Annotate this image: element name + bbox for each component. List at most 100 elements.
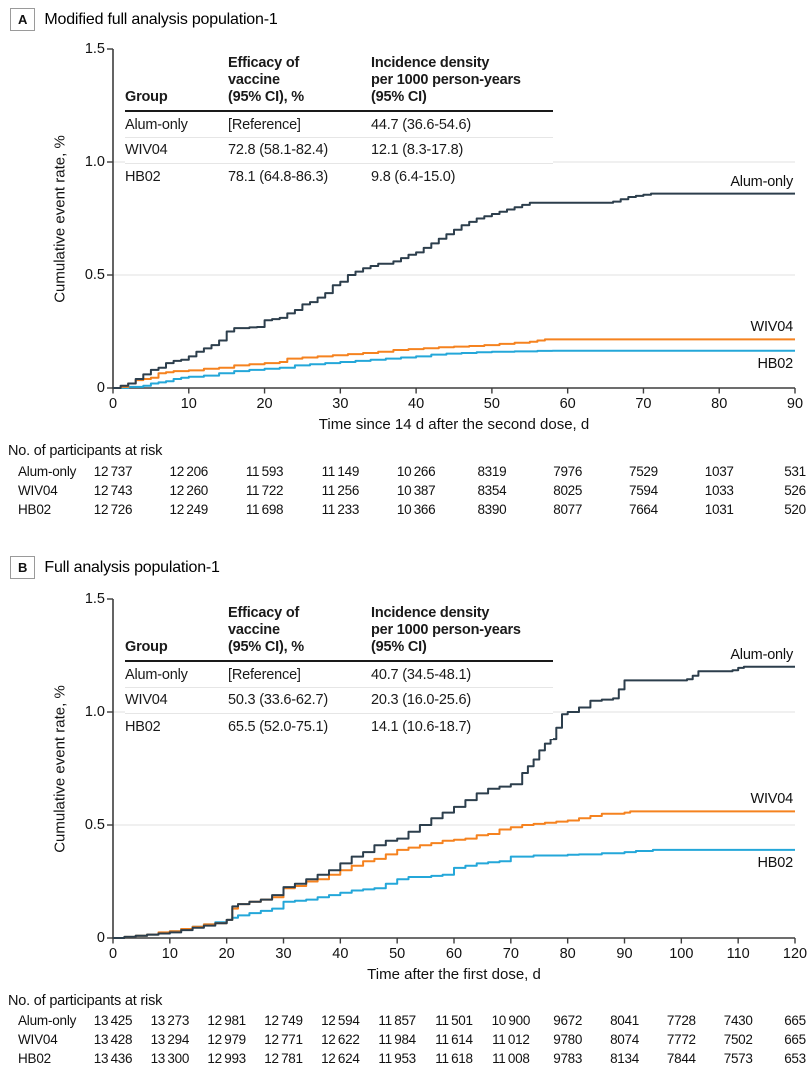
y-tick-label: 1.0 <box>84 154 105 170</box>
at-risk-value: 12 979 <box>207 1032 246 1047</box>
at-risk-value: 7430 <box>723 1013 753 1028</box>
at-risk-value: 13 300 <box>150 1051 190 1066</box>
at-risk-value: 8077 <box>553 502 583 517</box>
efficacy-table-cell: 72.8 (58.1-82.4) <box>228 136 371 164</box>
at-risk-value: 12 781 <box>264 1051 303 1066</box>
y-tick-label: 0 <box>96 380 105 396</box>
at-risk-group-label: WIV04 <box>18 1032 58 1047</box>
at-risk-value: 7976 <box>553 464 583 479</box>
efficacy-table-cell: 20.3 (16.0-25.6) <box>371 686 553 714</box>
at-risk-value: 7502 <box>723 1032 753 1047</box>
x-tick-label: 20 <box>218 946 235 962</box>
at-risk-value: 11 149 <box>321 464 360 479</box>
at-risk-value: 13 425 <box>93 1013 133 1028</box>
at-risk-value: 12 993 <box>207 1051 246 1066</box>
efficacy-table-row: Alum-only [Reference] 40.7 (34.5-48.1) <box>125 661 553 687</box>
at-risk-value: 13 436 <box>93 1051 133 1066</box>
at-risk-value: 11 698 <box>245 502 284 517</box>
at-risk-value: 7529 <box>629 464 658 479</box>
at-risk-value: 11 953 <box>378 1051 416 1066</box>
efficacy-table-cell: 12.1 (8.3-17.8) <box>371 136 553 164</box>
at-risk-value: 1031 <box>704 502 734 517</box>
at-risk-value: 8390 <box>477 502 507 517</box>
at-risk-value: 11 008 <box>492 1051 530 1066</box>
x-tick-label: 100 <box>669 946 694 962</box>
panel-a-header: A Modified full analysis population-1 <box>10 8 278 31</box>
y-tick-label: 0.5 <box>84 267 105 283</box>
efficacy-table-cell: 14.1 (10.6-18.7) <box>371 712 553 740</box>
at-risk-value: 8025 <box>553 483 583 498</box>
at-risk-value: 12 737 <box>93 464 133 479</box>
curve-alum-only <box>113 665 795 939</box>
at-risk-value: 13 294 <box>150 1032 190 1047</box>
at-risk-value: 11 618 <box>435 1051 473 1066</box>
curve-label-hb02: HB02 <box>757 854 794 871</box>
efficacy-table-header-cell: Efficacy of vaccine (95% CI), % <box>228 55 371 113</box>
efficacy-table-header-cell: Incidence density per 1000 person-years … <box>371 55 553 113</box>
at-risk-value: 8134 <box>610 1051 639 1066</box>
at-risk-value: 12 726 <box>93 502 133 517</box>
curve-label-alum-only: Alum-only <box>730 646 793 663</box>
curve-hb02 <box>113 349 795 389</box>
at-risk-value: 531 <box>784 464 806 479</box>
at-risk-value: 12 594 <box>321 1013 360 1028</box>
at-risk-value: 9672 <box>553 1013 583 1028</box>
at-risk-value: 10 366 <box>396 502 436 517</box>
at-risk-value: 11 501 <box>435 1013 473 1028</box>
at-risk-value: 11 984 <box>378 1032 416 1047</box>
at-risk-value: 7664 <box>629 502 658 517</box>
at-risk-value: 7573 <box>723 1051 753 1066</box>
panel-a-letter: A <box>10 8 36 31</box>
at-risk-group-label: Alum-only <box>18 1013 77 1028</box>
efficacy-table-cell: 9.8 (6.4-15.0) <box>371 162 553 190</box>
efficacy-table-header-cell: Incidence density per 1000 person-years … <box>371 605 553 663</box>
at-risk-value: 12 624 <box>321 1051 360 1066</box>
at-risk-value: 12 622 <box>321 1032 360 1047</box>
efficacy-table-cell: Alum-only <box>125 116 188 133</box>
panel-b-letter: B <box>10 556 36 579</box>
x-tick-label: 90 <box>616 946 633 962</box>
efficacy-table-cell: 40.7 (34.5-48.1) <box>371 666 471 683</box>
x-tick-label: 40 <box>332 946 349 962</box>
at-risk-value: 1033 <box>704 483 734 498</box>
at-risk-value: 8074 <box>610 1032 639 1047</box>
at-risk-value: 520 <box>784 502 806 517</box>
x-tick-label: 20 <box>256 396 273 412</box>
at-risk-value: 9783 <box>553 1051 583 1066</box>
x-tick-label: 10 <box>161 946 178 962</box>
y-tick-label: 1.5 <box>84 41 105 57</box>
at-risk-value: 7594 <box>629 483 658 498</box>
x-tick-label: 80 <box>711 396 728 412</box>
x-tick-label: 70 <box>635 396 652 412</box>
at-risk-value: 10 266 <box>396 464 436 479</box>
efficacy-table-cell: [Reference] <box>228 116 301 133</box>
x-tick-label: 30 <box>332 396 349 412</box>
at-risk-value: 10 900 <box>491 1013 531 1028</box>
efficacy-table-cell: 65.5 (52.0-75.1) <box>228 712 371 740</box>
panel-b-header: B Full analysis population-1 <box>10 556 220 579</box>
efficacy-table-cell: 50.3 (33.6-62.7) <box>228 686 371 714</box>
curve-label-hb02: HB02 <box>757 355 794 372</box>
at-risk-value: 665 <box>784 1032 806 1047</box>
x-tick-label: 30 <box>275 946 292 962</box>
efficacy-table-row: WIV04 72.8 (58.1-82.4) 12.1 (8.3-17.8) <box>125 136 553 164</box>
x-tick-label: 0 <box>108 946 118 962</box>
at-risk-value: 11 857 <box>378 1013 416 1028</box>
at-risk-value: 13 428 <box>93 1032 133 1047</box>
y-tick-label: 1.0 <box>84 704 105 720</box>
at-risk-title: No. of participants at risk <box>8 993 163 1009</box>
efficacy-table-cell: WIV04 <box>125 686 228 714</box>
at-risk-value: 7844 <box>666 1051 696 1066</box>
x-tick-label: 90 <box>786 396 804 412</box>
panel-a-efficacy-table: Group Efficacy of vaccine (95% CI), % Inci… <box>125 55 553 190</box>
x-tick-label: 60 <box>559 396 576 412</box>
at-risk-group-label: HB02 <box>18 502 51 517</box>
efficacy-table-row: HB02 65.5 (52.0-75.1) 14.1 (10.6-18.7) <box>125 712 553 740</box>
efficacy-table-header-cell: Group <box>125 605 228 663</box>
at-risk-value: 8319 <box>477 464 507 479</box>
at-risk-value: 9780 <box>553 1032 583 1047</box>
at-risk-value: 10 387 <box>396 483 436 498</box>
at-risk-group-label: HB02 <box>18 1051 51 1066</box>
